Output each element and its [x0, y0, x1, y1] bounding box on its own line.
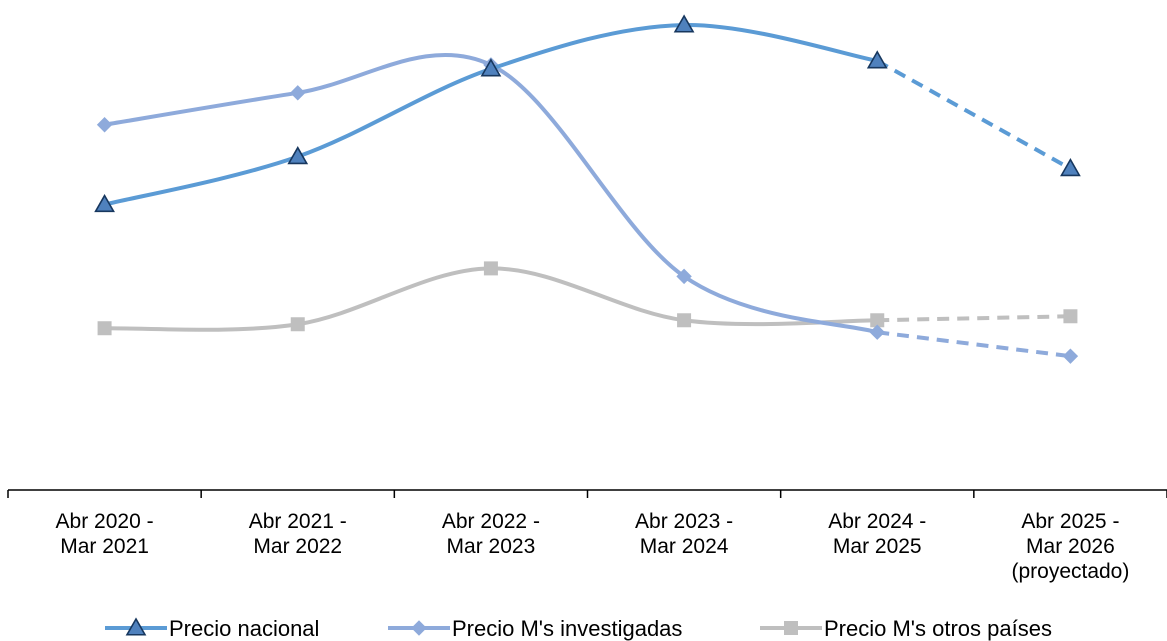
data-point: [869, 324, 885, 340]
data-point: [870, 313, 885, 328]
x-tick-label-line: Abr 2020 -: [56, 510, 154, 533]
legend-label: Precio nacional: [169, 616, 319, 641]
x-tick-label: Abr 2020 -Mar 2021: [56, 510, 154, 558]
x-tick-label-line: Mar 2025: [833, 535, 922, 558]
data-point: [1063, 309, 1078, 324]
legend: Precio nacional Precio M's investigadas Pr…: [105, 616, 1052, 641]
x-tick-label: Abr 2021 -Mar 2022: [249, 510, 347, 558]
data-point: [290, 85, 306, 101]
x-tick-label-line: Abr 2024 -: [828, 510, 926, 533]
data-point: [97, 321, 112, 336]
series-0: [94, 14, 1081, 213]
x-tick-label-line: Abr 2021 -: [249, 510, 347, 533]
series-line: [102, 266, 880, 332]
x-tick-label: Abr 2024 -Mar 2025: [828, 510, 926, 558]
data-point: [1062, 348, 1079, 364]
x-tick-label-line: Mar 2026: [1026, 535, 1115, 558]
series-2: [97, 261, 1078, 336]
data-point: [96, 117, 113, 133]
legend-item: Precio nacional: [105, 616, 319, 641]
series-line-projected: [877, 314, 1071, 323]
series-line: [102, 22, 880, 207]
data-point: [287, 146, 309, 165]
legend-label: Precio M's otros países: [824, 616, 1052, 641]
data-point: [677, 313, 692, 328]
data-point: [290, 317, 305, 332]
data-point: [866, 50, 888, 69]
series-line-projected: [876, 59, 1072, 171]
x-axis: [7, 489, 1167, 498]
x-tick-label-line: Abr 2025 -: [1021, 510, 1119, 533]
x-tick-label-line: Mar 2023: [447, 535, 536, 558]
x-tick-label: Abr 2022 -Mar 2023: [442, 510, 540, 558]
data-point: [94, 193, 115, 213]
legend-marker: [784, 621, 798, 635]
legend-item: Precio M's investigadas: [388, 616, 682, 641]
x-tick-label-line: Mar 2022: [253, 535, 342, 558]
legend-label: Precio M's investigadas: [452, 616, 682, 641]
data-point: [483, 261, 498, 276]
x-tick-label-line: (proyectado): [1011, 560, 1129, 583]
series-line: [102, 53, 880, 335]
x-tick-label-line: Mar 2021: [60, 535, 149, 558]
legend-item: Precio M's otros países: [760, 616, 1052, 641]
x-tick-label-line: Abr 2023 -: [635, 510, 733, 533]
data-point: [673, 14, 695, 33]
series-line-projected: [877, 330, 1071, 359]
data-point: [676, 268, 692, 285]
series-1: [96, 53, 1079, 364]
x-tick-label-line: Abr 2022 -: [442, 510, 540, 533]
legend-marker: [411, 620, 427, 636]
x-tick-label: Abr 2025 -Mar 2026 (proyectado): [1011, 510, 1129, 583]
data-point: [480, 58, 502, 77]
x-tick-label-line: Mar 2024: [640, 535, 729, 558]
data-point: [1060, 158, 1081, 177]
legend-marker: [125, 617, 147, 636]
x-tick-label: Abr 2023 -Mar 2024: [635, 510, 733, 558]
series-layer: [94, 14, 1081, 364]
